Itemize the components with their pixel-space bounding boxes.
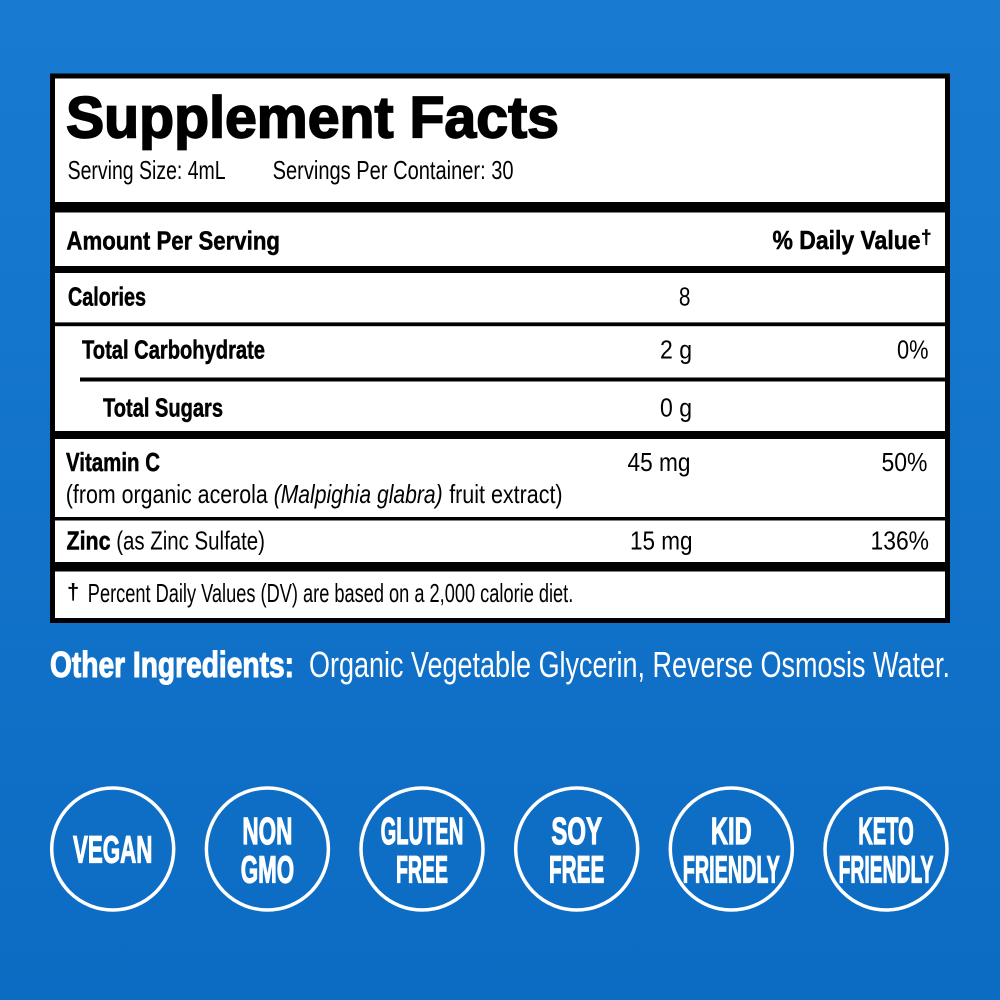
svg-text:FRIENDLY: FRIENDLY [839,850,934,892]
svg-text:GMO: GMO [241,850,294,892]
svg-text:0 g: 0 g [660,392,692,422]
svg-text:VEGAN: VEGAN [73,830,153,872]
svg-text:15 mg: 15 mg [630,526,693,556]
svg-text:†: † [67,579,79,604]
svg-text:(from organic acerola: (from organic acerola [66,479,268,509]
svg-text:8: 8 [679,282,691,312]
svg-text:2 g: 2 g [660,335,692,365]
svg-text:Total Sugars: Total Sugars [103,392,223,422]
svg-text:(Malpighia glabra): (Malpighia glabra) [274,479,443,509]
svg-text:Supplement Facts: Supplement Facts [66,86,559,151]
svg-text:FREE: FREE [549,850,604,892]
svg-text:Percent Daily Values (DV) are: Percent Daily Values (DV) are based on a… [88,578,574,608]
svg-text:% Daily Value: % Daily Value [773,225,921,255]
svg-text:Total Carbohydrate: Total Carbohydrate [82,335,265,365]
svg-text:50%: 50% [882,447,928,477]
svg-text:Serving Size: 4mL: Serving Size: 4mL [68,155,226,185]
svg-text:KID: KID [711,811,752,853]
svg-text:(as Zinc Sulfate): (as Zinc Sulfate) [116,526,265,556]
svg-text:Calories: Calories [68,282,146,312]
svg-text:KETO: KETO [858,811,914,853]
svg-text:Other Ingredients:: Other Ingredients: [50,644,294,685]
svg-text:†: † [921,228,932,249]
svg-text:SOY: SOY [551,811,602,853]
svg-text:FRIENDLY: FRIENDLY [683,850,780,892]
svg-text:GLUTEN: GLUTEN [381,811,464,853]
svg-text:NON: NON [242,811,292,853]
svg-text:Servings Per Container: 30: Servings Per Container: 30 [273,155,514,185]
svg-text:Amount Per Serving: Amount Per Serving [66,225,280,255]
svg-text:FREE: FREE [396,850,448,892]
svg-text:Zinc: Zinc [67,526,111,556]
svg-text:Vitamin C: Vitamin C [66,447,160,477]
svg-text:0%: 0% [897,335,929,365]
svg-text:Organic Vegetable Glycerin, Re: Organic Vegetable Glycerin, Reverse Osmo… [309,644,950,685]
svg-text:136%: 136% [871,526,930,556]
svg-text:45 mg: 45 mg [628,447,691,477]
svg-text:fruit extract): fruit extract) [449,479,562,509]
